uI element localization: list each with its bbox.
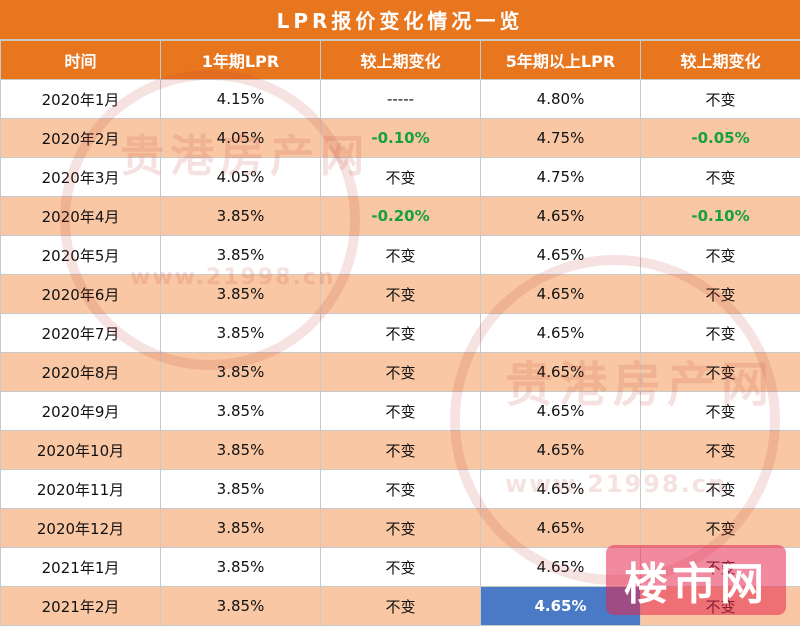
cell-date: 2020年11月 <box>1 470 161 509</box>
header-change-1y: 较上期变化 <box>321 41 481 80</box>
cell-change-1y: 不变 <box>321 236 481 275</box>
cell-date: 2020年7月 <box>1 314 161 353</box>
cell-lpr-5y: 4.65% <box>481 509 641 548</box>
header-lpr-1y: 1年期LPR <box>161 41 321 80</box>
cell-change-1y: 不变 <box>321 353 481 392</box>
cell-lpr-1y: 4.15% <box>161 80 321 119</box>
cell-date: 2021年2月 <box>1 587 161 626</box>
cell-change-1y: ----- <box>321 80 481 119</box>
cell-lpr-1y: 3.85% <box>161 470 321 509</box>
cell-lpr-1y: 3.85% <box>161 275 321 314</box>
cell-lpr-5y: 4.80% <box>481 80 641 119</box>
cell-lpr-1y: 3.85% <box>161 431 321 470</box>
cell-lpr-1y: 4.05% <box>161 119 321 158</box>
cell-lpr-1y: 3.85% <box>161 509 321 548</box>
header-lpr-5y: 5年期以上LPR <box>481 41 641 80</box>
cell-change-5y: -0.10% <box>641 197 800 236</box>
cell-change-5y: 不变 <box>641 353 800 392</box>
cell-lpr-5y: 4.65% <box>481 587 641 626</box>
cell-change-5y: 不变 <box>641 275 800 314</box>
cell-lpr-5y: 4.65% <box>481 392 641 431</box>
cell-lpr-5y: 4.65% <box>481 470 641 509</box>
cell-date: 2020年3月 <box>1 158 161 197</box>
cell-date: 2020年12月 <box>1 509 161 548</box>
cell-date: 2020年10月 <box>1 431 161 470</box>
cell-change-5y: 不变 <box>641 236 800 275</box>
cell-lpr-1y: 3.85% <box>161 548 321 587</box>
cell-date: 2020年1月 <box>1 80 161 119</box>
header-row: 时间 1年期LPR 较上期变化 5年期以上LPR 较上期变化 <box>1 41 800 80</box>
cell-lpr-1y: 3.85% <box>161 353 321 392</box>
cell-change-5y: 不变 <box>641 392 800 431</box>
cell-lpr-1y: 3.85% <box>161 197 321 236</box>
cell-date: 2020年4月 <box>1 197 161 236</box>
cell-date: 2020年9月 <box>1 392 161 431</box>
cell-change-1y: 不变 <box>321 587 481 626</box>
cell-date: 2020年8月 <box>1 353 161 392</box>
cell-date: 2020年2月 <box>1 119 161 158</box>
cell-change-5y: 不变 <box>641 470 800 509</box>
cell-change-1y: 不变 <box>321 548 481 587</box>
cell-lpr-5y: 4.75% <box>481 158 641 197</box>
cell-change-1y: 不变 <box>321 470 481 509</box>
cell-lpr-1y: 3.85% <box>161 314 321 353</box>
cell-lpr-5y: 4.65% <box>481 431 641 470</box>
cell-change-5y: 不变 <box>641 587 800 626</box>
cell-lpr-5y: 4.65% <box>481 548 641 587</box>
cell-date: 2020年6月 <box>1 275 161 314</box>
cell-lpr-1y: 4.05% <box>161 158 321 197</box>
cell-change-1y: 不变 <box>321 314 481 353</box>
header-date: 时间 <box>1 41 161 80</box>
header-change-5y: 较上期变化 <box>641 41 800 80</box>
cell-lpr-5y: 4.65% <box>481 275 641 314</box>
cell-lpr-5y: 4.65% <box>481 314 641 353</box>
cell-change-5y: 不变 <box>641 314 800 353</box>
cell-change-1y: 不变 <box>321 392 481 431</box>
cell-change-1y: 不变 <box>321 275 481 314</box>
cell-date: 2020年5月 <box>1 236 161 275</box>
cell-lpr-1y: 3.85% <box>161 587 321 626</box>
cell-lpr-5y: 4.75% <box>481 119 641 158</box>
cell-lpr-5y: 4.65% <box>481 353 641 392</box>
cell-change-5y: 不变 <box>641 80 800 119</box>
cell-change-5y: 不变 <box>641 158 800 197</box>
cell-change-1y: 不变 <box>321 509 481 548</box>
cell-lpr-5y: 4.65% <box>481 236 641 275</box>
cell-change-1y: 不变 <box>321 158 481 197</box>
cell-change-5y: 不变 <box>641 431 800 470</box>
cell-change-1y: 不变 <box>321 431 481 470</box>
cell-change-5y: 不变 <box>641 548 800 587</box>
cell-change-1y: -0.10% <box>321 119 481 158</box>
cell-change-1y: -0.20% <box>321 197 481 236</box>
cell-change-5y: -0.05% <box>641 119 800 158</box>
cell-lpr-5y: 4.65% <box>481 197 641 236</box>
cell-change-5y: 不变 <box>641 509 800 548</box>
sheet-title: LPR报价变化情况一览 <box>0 0 800 40</box>
cell-lpr-1y: 3.85% <box>161 236 321 275</box>
cell-date: 2021年1月 <box>1 548 161 587</box>
cell-lpr-1y: 3.85% <box>161 392 321 431</box>
